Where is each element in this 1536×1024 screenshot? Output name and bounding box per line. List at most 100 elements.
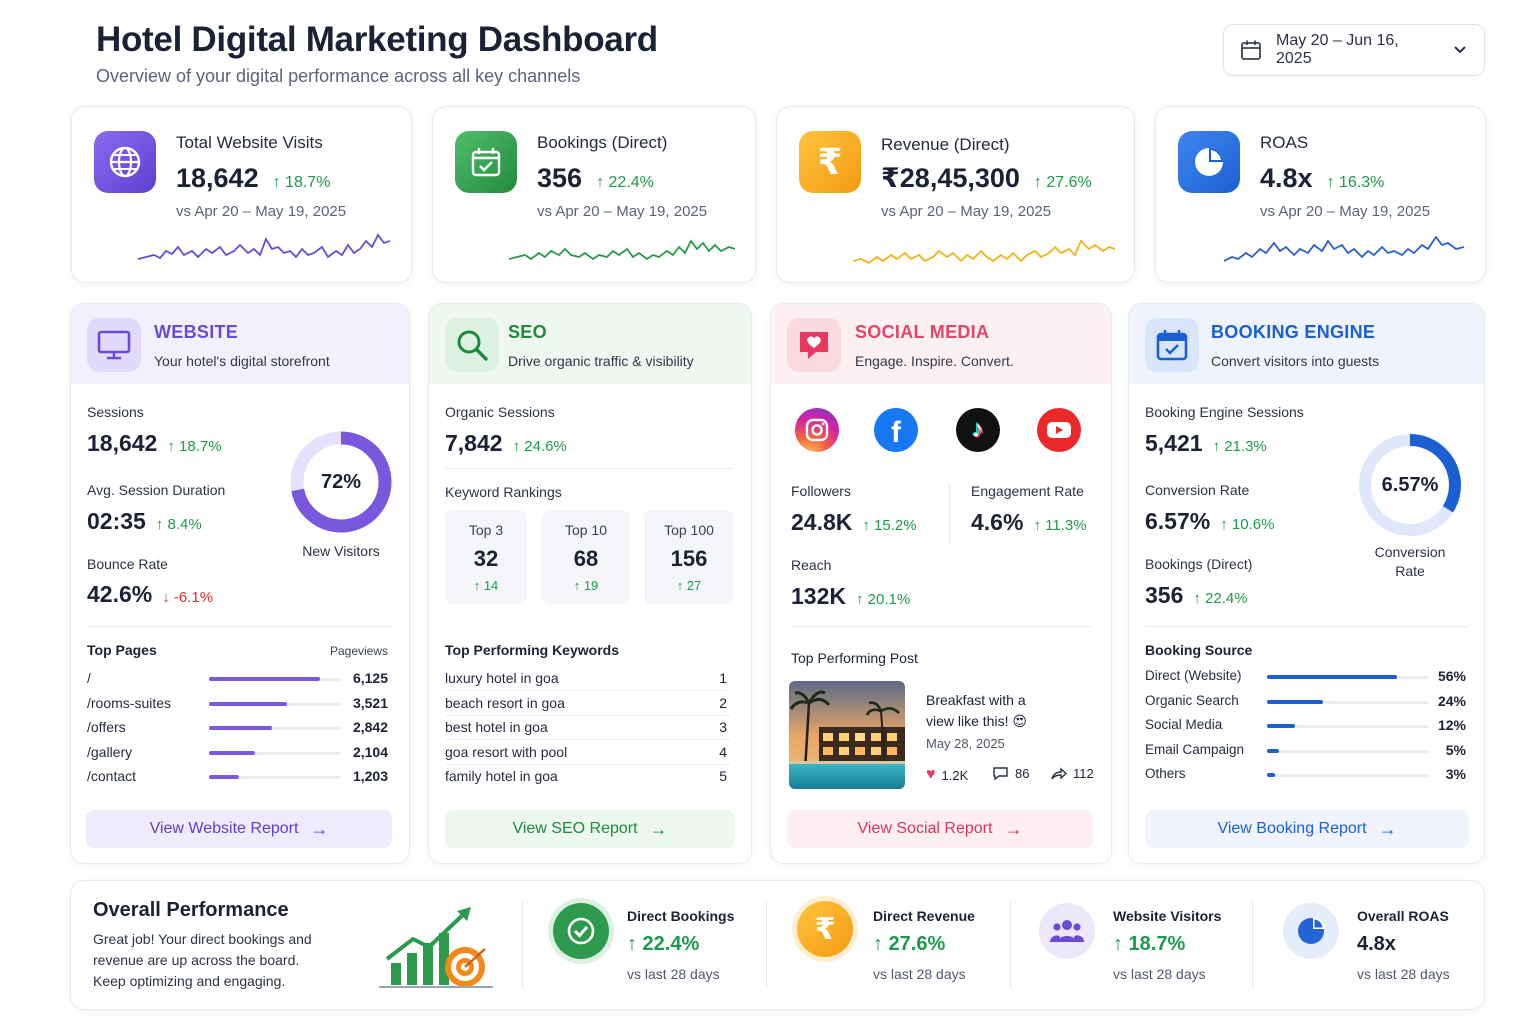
summary-compare: vs last 28 days [1357,966,1450,982]
metric-label: Bookings (Direct) [1145,556,1253,572]
calendar-check-icon [455,131,517,193]
source-name: Social Media [1145,717,1223,733]
pageviews-bar [209,775,239,780]
source-bar [1267,748,1279,753]
panel-subtitle: Engage. Inspire. Convert. [855,353,1014,369]
pie-chart-icon [1283,903,1339,959]
source-pct: 12% [1437,717,1466,734]
ranking-box: Top 3 32 ↑ 14 [445,510,527,604]
rupee-icon: ₹ [799,131,861,193]
summary-title: Overall Performance [93,899,289,921]
arrow-right-icon: → [1378,818,1397,839]
keyword-term[interactable]: best hotel in goa [445,719,548,736]
summary-label: Website Visitors [1113,908,1222,924]
page-path[interactable]: /offers [87,719,126,736]
top-keywords-label: Top Performing Keywords [445,642,619,658]
panel-title: SOCIAL MEDIA [855,322,990,342]
post-shares: 112 [1050,766,1094,781]
overall-performance-summary: Overall Performance Great job! Your dire… [70,880,1485,1010]
kpi-card-website-visits[interactable]: Total Website Visits 18,642 ↑ 18.7% vs Ap… [71,106,412,283]
page-path[interactable]: /rooms-suites [87,694,172,711]
panel-title: SEO [508,322,547,342]
kpi-label: Total Website Visits [176,133,323,152]
panel-social: SOCIAL MEDIA Engage. Inspire. Convert. f… [770,303,1112,864]
view-booking-report-button[interactable]: View Booking Report → [1145,810,1469,848]
rupee-icon: ₹ [797,901,853,957]
facebook-icon[interactable]: f [874,408,918,452]
source-bar [1267,675,1397,679]
metric-label: Organic Sessions [445,404,555,420]
kpi-value: 356 ↑ 22.4% [537,163,654,193]
pageviews-bar [209,701,287,706]
sparkline-chart [138,233,391,260]
metric-label: Bounce Rate [87,556,168,572]
heart-message-icon [787,318,841,372]
keyword-term[interactable]: goa resort with pool [445,743,568,760]
keyword-rank: 3 [719,719,727,736]
metric-value: 7,842 ↑ 24.6% [445,430,567,456]
page-views: 3,521 [352,694,388,711]
metric-value: 356 ↑ 22.4% [1145,582,1248,608]
metric-value: 24.8K ↑ 15.2% [791,509,917,535]
top-pages-label: Top Pages [87,642,157,658]
kpi-change: 16.3% [1339,174,1385,191]
metric-label: Booking Engine Sessions [1145,404,1304,420]
kpi-label: Bookings (Direct) [537,133,668,152]
keyword-term[interactable]: family hotel in goa [445,768,558,785]
kpi-change: 18.7% [285,174,331,191]
metric-label: Sessions [87,404,144,420]
ranking-box: Top 100 156 ↑ 27 [644,510,734,604]
metric-value: 18,642 ↑ 18.7% [87,430,222,456]
summary-value: ↑ 22.4% [627,933,700,955]
comment-icon [993,767,1008,781]
metric-value: 5,421 ↑ 21.3% [1145,430,1267,456]
kpi-label: Revenue (Direct) [881,135,1010,154]
view-seo-report-button[interactable]: View SEO Report → [445,810,735,848]
summary-compare: vs last 28 days [873,966,966,982]
donut-value: 6.57% [1381,474,1439,496]
keyword-rank: 5 [719,768,727,785]
source-pct: 3% [1445,766,1466,783]
panel-subtitle: Convert visitors into guests [1211,353,1380,369]
metric-value: 42.6% ↓ -6.1% [87,581,214,607]
sparkline-chart [509,239,735,261]
page-path[interactable]: / [87,670,91,686]
panel-title: BOOKING ENGINE [1211,322,1376,342]
donut-label: Conversion Rate [1374,544,1446,579]
keyword-term[interactable]: beach resort in goa [445,694,565,711]
panel-subtitle: Drive organic traffic & visibility [508,353,694,369]
share-icon [1051,767,1067,780]
kpi-card-roas[interactable]: ROAS 4.8x ↑ 16.3% vs Apr 20 – May 19, 202… [1155,106,1486,283]
keyword-term[interactable]: luxury hotel in goa [445,670,559,686]
conversion-rate-donut [1359,434,1461,536]
tiktok-icon[interactable]: ♪ [956,408,1000,452]
date-range-text: May 20 – Jun 16, 2025 [1276,32,1399,67]
date-range-picker[interactable]: May 20 – Jun 16, 2025 [1223,24,1485,76]
kpi-card-bookings[interactable]: Bookings (Direct) 356 ↑ 22.4% vs Apr 20 –… [432,106,756,283]
booking-source-label: Booking Source [1145,642,1253,658]
source-pct: 24% [1437,692,1466,709]
youtube-icon[interactable] [1037,408,1081,452]
kpi-compare: vs Apr 20 – May 19, 2025 [1260,203,1431,220]
instagram-icon[interactable] [795,408,839,452]
metric-value: 02:35 ↑ 8.4% [87,508,202,534]
calendar-icon [1241,40,1261,60]
view-website-report-button[interactable]: View Website Report → [86,810,392,848]
panel-seo: SEO Drive organic traffic & visibility O… [428,303,752,864]
post-caption: Breakfast with a view like this! 😍 [926,692,1027,729]
page-path[interactable]: /gallery [87,743,133,760]
metric-value: 6.57% ↑ 10.6% [1145,508,1275,534]
chevron-down-icon [1454,46,1466,54]
page-views: 2,842 [352,719,388,736]
metric-value: 4.6% ↑ 11.3% [971,509,1087,535]
kpi-card-revenue[interactable]: ₹ Revenue (Direct) ₹28,45,300 ↑ 27.6% vs … [776,106,1135,283]
summary-label: Overall ROAS [1357,908,1449,924]
page-views: 6,125 [352,670,388,686]
view-social-report-button[interactable]: View Social Report → [787,810,1093,848]
pageviews-label: Pageviews [329,644,388,658]
sparkline-chart [1224,235,1464,262]
kpi-change: 22.4% [608,174,654,191]
post-thumbnail[interactable] [789,681,905,789]
page-path[interactable]: /contact [87,768,137,785]
keyword-rank: 4 [719,743,727,760]
